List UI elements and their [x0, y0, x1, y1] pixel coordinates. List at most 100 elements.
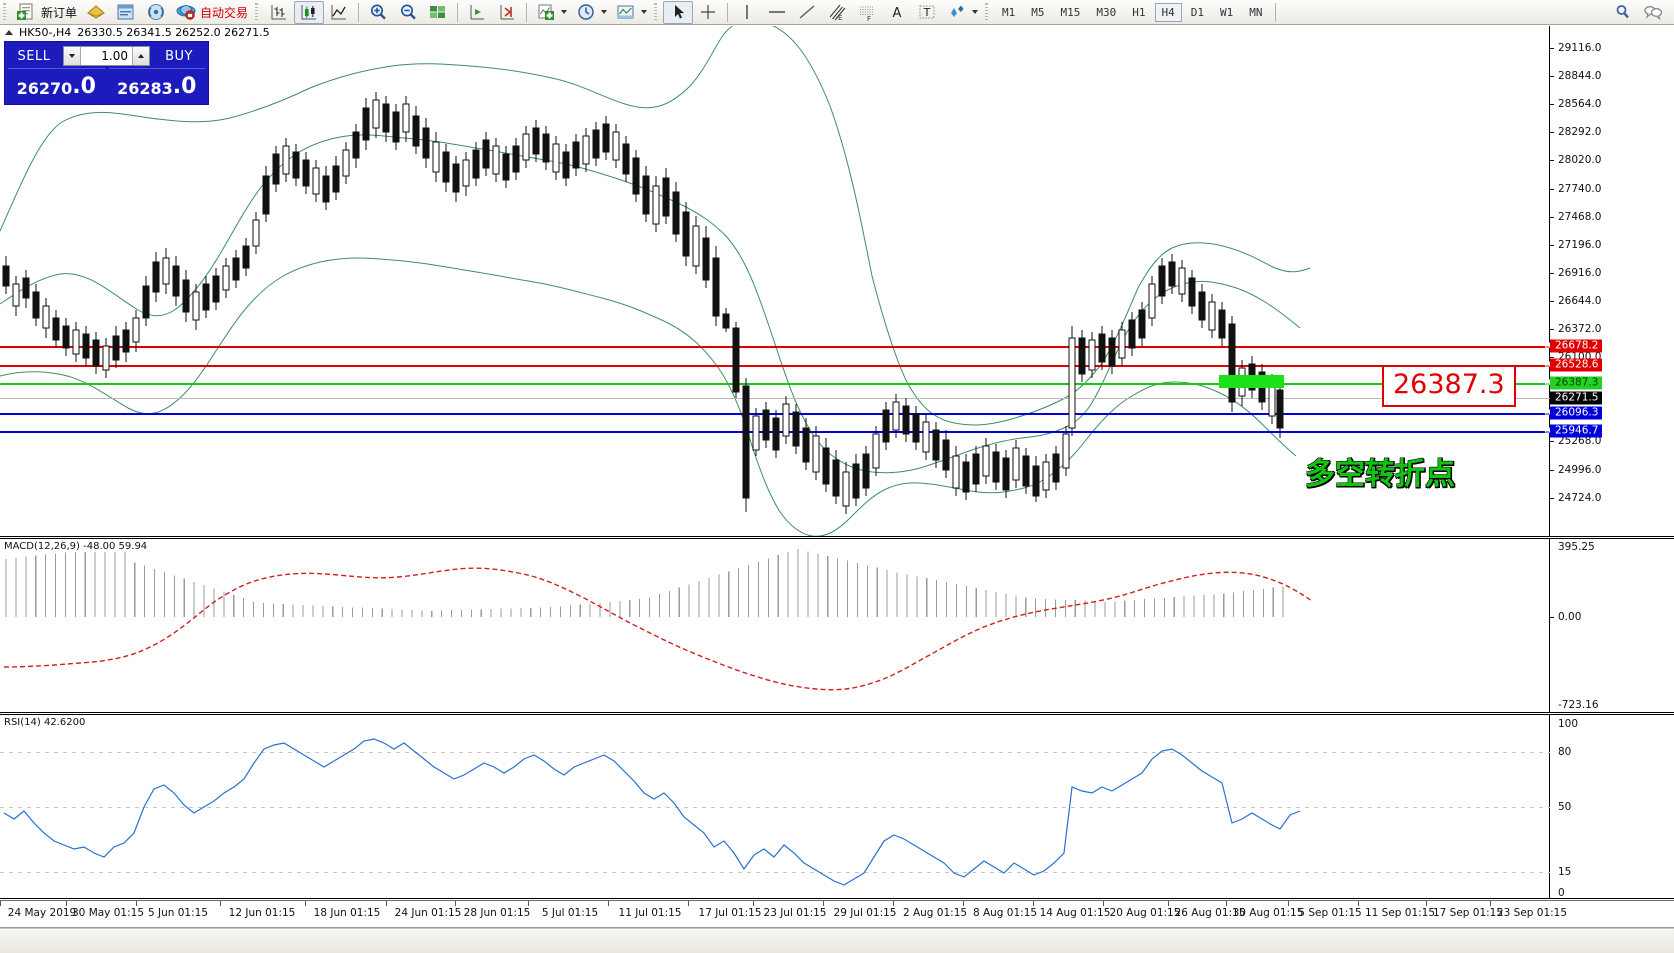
autotrading-button[interactable]: 自动交易: [171, 1, 252, 24]
time-tick: 18 Jun 01:15: [313, 907, 381, 919]
toolbar-divider-4: [727, 2, 729, 22]
chart-shift-icon: [466, 2, 488, 22]
toolbar-grip-3[interactable]: [653, 2, 661, 22]
signals-button[interactable]: [141, 1, 171, 24]
chevron-down-icon-2[interactable]: [601, 10, 608, 14]
timeframe-d1[interactable]: D1: [1190, 5, 1205, 19]
horizontal-line-button[interactable]: [762, 1, 792, 24]
text-button[interactable]: A: [882, 1, 912, 24]
volume-stepper[interactable]: 1.00: [63, 46, 150, 66]
current-price-line-26271[interactable]: [0, 398, 1550, 399]
timeframe-mn[interactable]: MN: [1249, 5, 1263, 19]
chart-shift-button[interactable]: [462, 1, 492, 24]
price-level-tag-25946-7[interactable]: 25946.7: [1545, 424, 1602, 438]
price-level-tag-26528-6[interactable]: 26528.6: [1545, 358, 1602, 372]
rsi-plot[interactable]: [0, 715, 1550, 898]
time-separator: [0, 901, 1, 906]
level-handle[interactable]: [1545, 379, 1550, 385]
time-separator: [688, 901, 689, 906]
time-axis[interactable]: 24 May 2019 30 May 01:15 5 Jun 01:15 12 Jun…: [0, 900, 1674, 928]
indicators-button[interactable]: [531, 1, 571, 24]
rsi-tick-0: 0: [1558, 887, 1565, 899]
price-level-tag-26271-5[interactable]: 26271.5: [1550, 391, 1602, 405]
level-handle[interactable]: [1545, 361, 1550, 367]
templates-button[interactable]: [611, 1, 651, 24]
data-window-button[interactable]: [111, 1, 141, 24]
timeframe-m30[interactable]: M30: [1096, 5, 1117, 19]
volume-increase-button[interactable]: [132, 47, 149, 65]
timeframe-h4[interactable]: H4: [1154, 2, 1182, 22]
chevron-up-icon-volume: [138, 54, 144, 58]
price-tick-27740-0: 27740.0: [1550, 183, 1601, 195]
line-chart-button[interactable]: [324, 1, 354, 24]
chevron-down-icon-4[interactable]: [972, 10, 979, 14]
zoom-in-button[interactable]: [363, 1, 393, 24]
chat-button[interactable]: [1638, 1, 1668, 24]
collapse-triangle-icon[interactable]: [5, 30, 13, 35]
vertical-line-button[interactable]: [732, 1, 762, 24]
pivot-line-26387[interactable]: [0, 383, 1550, 385]
price-level-tag-26678-2[interactable]: 26678.2: [1545, 339, 1602, 353]
time-tick: 8 Aug 01:15: [972, 907, 1038, 919]
rsi-axis[interactable]: 100 80 50 15 0: [1549, 715, 1674, 899]
rsi-pane[interactable]: RSI(14) 42.6200 100 80 50 15 0: [0, 714, 1674, 899]
chart-container[interactable]: 29116.0 28844.0 28564.0 28292.0 28020.0 27740…: [0, 26, 1674, 953]
tile-windows-button[interactable]: [423, 1, 453, 24]
text-label-button[interactable]: T: [912, 1, 942, 24]
resistance-line-26528[interactable]: [0, 365, 1550, 367]
level-handle[interactable]: [1545, 409, 1550, 415]
support-line-26096[interactable]: [0, 413, 1550, 415]
time-separator: [1426, 901, 1427, 906]
resistance-line-26678[interactable]: [0, 346, 1550, 348]
trendline-button[interactable]: [792, 1, 822, 24]
one-click-trading-panel[interactable]: SELL 1.00 BUY 26270 .0 26283 .0: [5, 42, 208, 104]
buy-price[interactable]: 26283 .0: [108, 68, 205, 99]
new-order-button[interactable]: 新订单: [12, 1, 81, 24]
period-button[interactable]: [571, 1, 611, 24]
time-separator: [1358, 901, 1359, 906]
level-handle[interactable]: [1545, 427, 1550, 433]
macd-plot[interactable]: [0, 539, 1550, 712]
timeframe-m5[interactable]: M5: [1031, 5, 1045, 19]
svg-text:F: F: [867, 15, 871, 22]
macd-axis[interactable]: 395.25 0.00 -723.16: [1549, 539, 1674, 712]
expert-advisor-button[interactable]: [81, 1, 111, 24]
timeframe-w1[interactable]: W1: [1220, 5, 1234, 19]
chevron-down-icon-3[interactable]: [641, 10, 648, 14]
timeframe-m1[interactable]: M1: [1002, 5, 1016, 19]
buy-button[interactable]: BUY: [165, 48, 193, 64]
bar-chart-button[interactable]: [264, 1, 294, 24]
sell-price[interactable]: 26270 .0: [8, 68, 105, 99]
chevron-down-icon[interactable]: [561, 10, 568, 14]
volume-decrease-button[interactable]: [64, 47, 81, 65]
price-plot[interactable]: [0, 26, 1550, 536]
zoom-out-button[interactable]: [393, 1, 423, 24]
price-level-tag-26096-3[interactable]: 26096.3: [1545, 406, 1602, 420]
rsi-gridline-50: [0, 807, 1550, 808]
cursor-button[interactable]: [663, 0, 694, 24]
volume-value[interactable]: 1.00: [101, 49, 128, 63]
price-axis[interactable]: 29116.0 28844.0 28564.0 28292.0 28020.0 27740…: [1545, 26, 1674, 536]
symbol-ohlc: 26330.5 26341.5 26252.0 26271.5: [77, 26, 270, 39]
shapes-button[interactable]: [942, 1, 982, 24]
fibonacci-button[interactable]: F: [852, 1, 882, 24]
candlestick-chart-button[interactable]: [294, 0, 325, 24]
toolbar-grip-2[interactable]: [254, 2, 262, 22]
timeframe-h1[interactable]: H1: [1132, 5, 1146, 19]
equidistant-channel-button[interactable]: E: [822, 1, 852, 24]
time-tick: 26 Aug 01:15: [1174, 907, 1246, 919]
new-order-label: 新订单: [41, 5, 78, 20]
search-button[interactable]: [1608, 1, 1638, 24]
toolbar-grip-4[interactable]: [984, 2, 992, 22]
horizontal-line-icon: [766, 2, 788, 22]
level-handle[interactable]: [1545, 342, 1550, 348]
crosshair-button[interactable]: [693, 1, 723, 24]
sell-button[interactable]: SELL: [17, 48, 51, 64]
auto-scroll-button[interactable]: [492, 1, 522, 24]
toolbar-grip[interactable]: [2, 2, 9, 22]
highlight-box[interactable]: [1219, 375, 1284, 388]
timeframe-m15[interactable]: M15: [1060, 5, 1081, 19]
price-level-tag-26387-3[interactable]: 26387.3: [1545, 376, 1602, 390]
price-pane[interactable]: 29116.0 28844.0 28564.0 28292.0 28020.0 27740…: [0, 26, 1674, 537]
macd-pane[interactable]: MACD(12,26,9) -48.00 59.94 395.25 0.00 -72…: [0, 538, 1674, 713]
